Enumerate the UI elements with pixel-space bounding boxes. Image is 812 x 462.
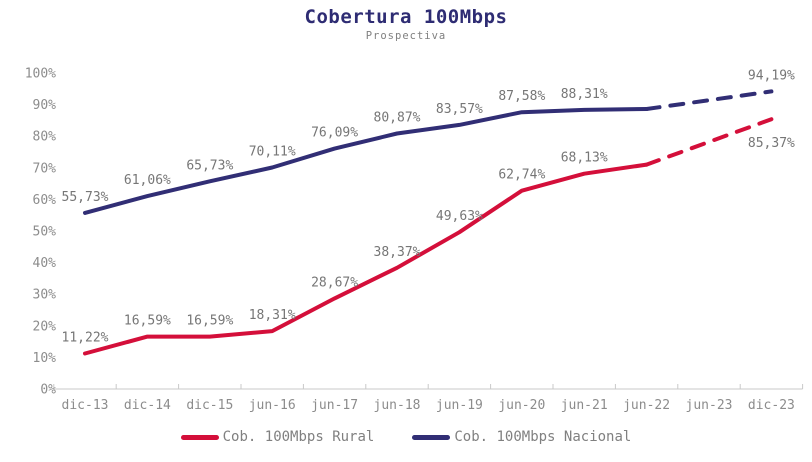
x-tick-label: dic-14 xyxy=(124,398,171,413)
y-tick-label: 80% xyxy=(33,130,57,145)
legend-swatch-rural xyxy=(180,434,219,440)
x-tick-label: jun-19 xyxy=(436,398,483,413)
data-label-nacional: 80,87% xyxy=(374,110,421,125)
y-tick-label: 10% xyxy=(33,351,57,366)
data-label-rural: 18,31% xyxy=(249,308,296,323)
data-label-rural: 38,37% xyxy=(374,245,421,260)
data-label-nacional: 61,06% xyxy=(124,173,171,188)
data-label-rural: 85,37% xyxy=(748,136,795,151)
data-label-rural: 49,63% xyxy=(436,209,483,224)
y-tick-label: 90% xyxy=(33,98,57,113)
x-tick-label: jun-17 xyxy=(311,398,358,413)
data-label-nacional: 94,19% xyxy=(748,68,795,83)
series-line-rural-solid xyxy=(83,162,649,356)
legend: Cob. 100Mbps Rural Cob. 100Mbps Nacional xyxy=(0,429,812,445)
data-label-rural: 16,59% xyxy=(124,314,171,329)
data-label-nacional: 76,09% xyxy=(311,126,358,141)
legend-label-nacional: Cob. 100Mbps Nacional xyxy=(454,429,632,445)
y-tick-label: 30% xyxy=(33,288,57,303)
y-tick-label: 60% xyxy=(33,193,57,208)
data-label-rural: 16,59% xyxy=(186,314,233,329)
x-tick-label: dic-15 xyxy=(186,398,233,413)
data-label-nacional: 88,31% xyxy=(561,87,608,102)
data-label-rural: 11,22% xyxy=(62,331,109,346)
y-tick-label: 100% xyxy=(25,67,56,82)
chart-subtitle: Prospectiva xyxy=(365,30,447,42)
x-tick-label: jun-16 xyxy=(249,398,296,413)
legend-label-rural: Cob. 100Mbps Rural xyxy=(222,429,375,445)
x-tick-label: jun-18 xyxy=(374,398,421,413)
x-tick-label: jun-22 xyxy=(623,398,670,413)
legend-item-nacional: Cob. 100Mbps Nacional xyxy=(412,429,631,445)
x-tick-label: dic-13 xyxy=(62,398,109,413)
y-tick-label: 20% xyxy=(33,319,57,334)
series-line-nacional-solid xyxy=(83,107,649,215)
x-tick-label: dic-23 xyxy=(748,398,795,413)
series-line-nacional-projection xyxy=(644,89,774,111)
data-label-nacional: 55,73% xyxy=(62,190,109,205)
legend-swatch-nacional xyxy=(412,434,451,440)
y-tick-label: 70% xyxy=(33,161,57,176)
x-tick-label: jun-21 xyxy=(561,398,608,413)
data-label-rural: 62,74% xyxy=(498,168,545,183)
data-label-nacional: 70,11% xyxy=(249,144,296,159)
series-line-rural-projection xyxy=(644,117,774,167)
data-label-nacional: 83,57% xyxy=(436,102,483,117)
data-label-nacional: 65,73% xyxy=(186,158,233,173)
y-tick-label: 50% xyxy=(33,225,57,240)
y-tick-label: 0% xyxy=(40,383,56,398)
x-tick-label: jun-20 xyxy=(498,398,545,413)
data-label-nacional: 87,58% xyxy=(498,89,545,104)
data-label-rural: 28,67% xyxy=(311,275,358,290)
data-label-rural: 68,13% xyxy=(561,151,608,166)
y-tick-label: 40% xyxy=(33,256,57,271)
x-tick-label: jun-23 xyxy=(686,398,733,413)
legend-item-rural: Cob. 100Mbps Rural xyxy=(180,429,375,445)
chart-title: Cobertura 100Mbps xyxy=(304,6,508,28)
